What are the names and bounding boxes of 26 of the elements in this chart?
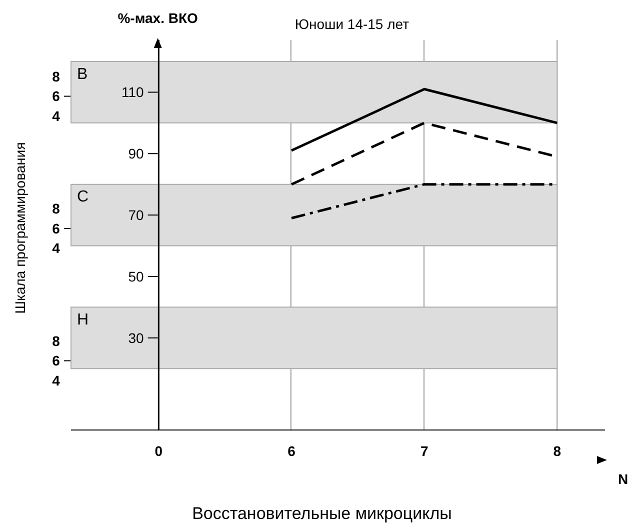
- text: 6: [52, 88, 60, 104]
- y2-axis-title: Шкала программирования: [12, 141, 28, 316]
- y-tick-label: 30: [128, 330, 144, 346]
- y-tick-label: 70: [128, 206, 144, 223]
- text: N: [618, 471, 628, 487]
- y-tick-label: 90: [128, 146, 144, 162]
- band-label: В: [77, 66, 88, 83]
- y-tick-label: 110: [122, 84, 144, 100]
- text: 4: [52, 372, 60, 389]
- band-label: Н: [77, 312, 89, 329]
- x-tick-label: 7: [420, 442, 428, 459]
- band-label: С: [77, 188, 89, 206]
- text: 6: [52, 220, 60, 236]
- chart-title: Юноши 14-15 лет: [294, 16, 410, 32]
- y-axis-title: %-мах. ВКО: [116, 10, 199, 26]
- x-axis-title: Восстановительные микроциклы: [191, 504, 453, 524]
- x-tick-label: 8: [553, 442, 562, 459]
- text: 8: [52, 200, 60, 217]
- text: 8: [52, 68, 60, 84]
- text: 4: [52, 108, 60, 124]
- x-tick-label: 0: [154, 442, 163, 459]
- text: 6: [52, 352, 60, 369]
- text: 4: [52, 240, 60, 256]
- y-tick-label: 50: [128, 268, 144, 284]
- x-tick-label: 6: [288, 442, 296, 459]
- text: 8: [52, 332, 60, 349]
